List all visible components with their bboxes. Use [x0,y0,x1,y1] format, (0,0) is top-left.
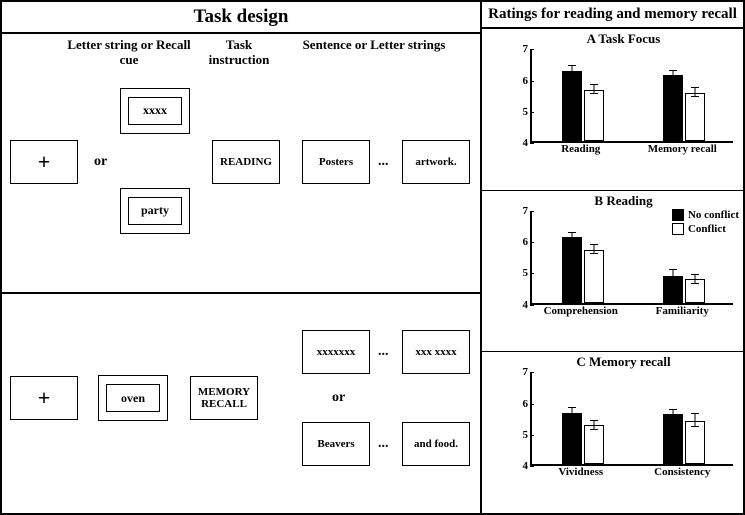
right-header: Ratings for reading and memory recall [482,2,743,29]
chart-c: C Memory recall 4567VividnessConsistency [482,352,743,513]
chart-a: A Task Focus 4567ReadingMemory recall [482,29,743,191]
flow-memory: + oven MEMORY RECALL xxxxxxx ... xxx xxx… [2,294,480,513]
seq-top-1: xxxxxxx [302,330,370,374]
chart-b-title: B Reading [510,193,737,209]
dots-b2: ... [378,436,389,452]
ratings-panel: Ratings for reading and memory recall A … [482,2,743,513]
chart-c-title: C Memory recall [510,354,737,370]
sentence-box-2: artwork. [402,140,470,184]
chart-b: B Reading No conflict Conflict 4567Compr… [482,191,743,353]
cue-box-oven: oven [98,375,168,421]
chart-c-area: 4567VividnessConsistency [510,372,737,482]
cue-box-xxxx: xxxx [120,88,190,134]
fixation-box: + [10,140,78,184]
or-label-bottom: or [332,390,345,406]
task-box-memory: MEMORY RECALL [190,376,258,420]
col-header-sentence: Sentence or Letter strings [284,38,464,68]
task-box-reading: READING [212,140,280,184]
flow-reading: + or xxxx party READING Posters ... artw… [2,74,480,295]
or-label-top: or [94,154,107,170]
chart-b-area: 4567ComprehensionFamiliarity [510,211,737,321]
cue-box-party: party [120,188,190,234]
figure-root: Task design Letter string or Recall cue … [0,0,745,515]
task-design-panel: Task design Letter string or Recall cue … [2,2,482,513]
dots-top: ... [378,154,389,170]
seq-bot-2: and food. [402,422,470,466]
seq-top-2: xxx xxxx [402,330,470,374]
chart-a-area: 4567ReadingMemory recall [510,49,737,159]
left-header: Task design [2,2,480,34]
col-header-task: Task instruction [194,38,284,68]
seq-bot-1: Beavers [302,422,370,466]
column-headers: Letter string or Recall cue Task instruc… [2,34,480,74]
fixation-box-2: + [10,376,78,420]
dots-b1: ... [378,344,389,360]
sentence-box-1: Posters [302,140,370,184]
col-header-cue: Letter string or Recall cue [64,38,194,68]
chart-a-title: A Task Focus [510,31,737,47]
